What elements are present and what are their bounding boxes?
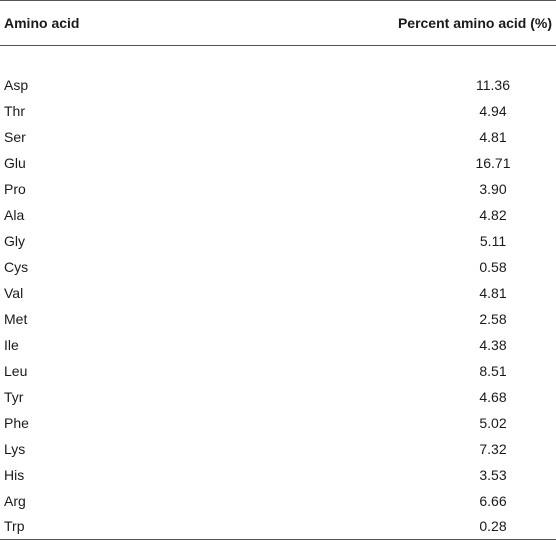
percent-value-cell: 4.81 [479,284,507,301]
percent-value-cell: 3.90 [479,180,507,197]
table-row: Tyr 4.68 [0,384,556,410]
table-row: Trp 0.28 [0,513,556,540]
percent-value-cell: 2.58 [479,310,507,327]
amino-acid-name-cell: Leu [4,362,28,379]
amino-acid-name-cell: Glu [4,154,26,171]
amino-acid-name-cell: Met [4,310,28,327]
table-row: Ile 4.38 [0,332,556,358]
percent-value-cell: 16.71 [475,154,511,171]
percent-value-cell: 4.82 [479,206,507,223]
percent-value-cell: 11.36 [476,76,510,93]
table-row: Cys 0.58 [0,254,556,280]
table-row: His 3.53 [0,462,556,488]
amino-acid-name-cell: Arg [4,492,26,509]
table-header: Amino acid Percent amino acid (%) [0,0,556,46]
amino-acid-name-cell: Lys [4,440,26,457]
amino-acid-name-cell: His [4,466,25,483]
amino-acid-name-cell: Ala [4,206,25,223]
amino-acid-name-cell: Ile [4,336,19,353]
percent-value-cell: 0.28 [180,513,556,540]
percent-value-cell: 7.32 [479,440,507,457]
amino-acid-name-cell: Val [4,284,24,301]
spacer-row [0,46,556,72]
table-row: Met 2.58 [0,306,556,332]
table-row: Phe 5.02 [0,410,556,436]
amino-acid-name-cell: Phe [4,414,29,431]
header-row: Amino acid Percent amino acid (%) [0,0,556,46]
table-row: Lys 7.32 [0,436,556,462]
amino-acid-name-cell: Cys [4,258,29,275]
table-row: Glu 16.71 [0,150,556,176]
percent-value-cell: 4.68 [479,388,507,405]
header-percent: Percent amino acid (%) [180,0,556,46]
table-row: Asp 11.36 [0,72,556,98]
table-row: Leu 8.51 [0,358,556,384]
amino-acid-name-cell: Ser [4,128,26,145]
table-row: Thr 4.94 [0,98,556,124]
percent-value-cell: 3.53 [479,466,507,483]
amino-acid-name-cell: Asp [4,76,29,93]
table-row: Gly 5.11 [0,228,556,254]
amino-acid-name-cell: Pro [4,180,26,197]
table-row: Ser 4.81 [0,124,556,150]
table-row: Val 4.81 [0,280,556,306]
percent-value-cell: 4.81 [479,128,507,145]
table-row: Ala 4.82 [0,202,556,228]
table-row: Arg 6.66 [0,488,556,514]
percent-value-cell: 4.94 [479,102,507,119]
percent-value-cell: 0.58 [479,258,507,275]
percent-value-cell: 5.02 [479,414,507,431]
table-body: Asp 11.36 Thr 4.94 Ser 4.81 Glu 16.71 Pro 3.90 Ala… [0,46,556,540]
amino-acid-name-cell: Thr [4,102,25,119]
percent-value-cell: 6.66 [479,492,507,509]
percent-value-cell: 8.51 [479,362,507,379]
table-row: Pro 3.90 [0,176,556,202]
amino-acid-name-cell: Gly [4,232,25,249]
percent-value-cell: 5.11 [479,232,507,249]
amino-acid-name-cell: Trp [0,513,180,540]
amino-acid-name-cell: Tyr [4,388,24,405]
header-amino-acid: Amino acid [0,0,180,46]
spacer-cell [0,46,556,72]
percent-value-cell: 4.38 [479,336,507,353]
